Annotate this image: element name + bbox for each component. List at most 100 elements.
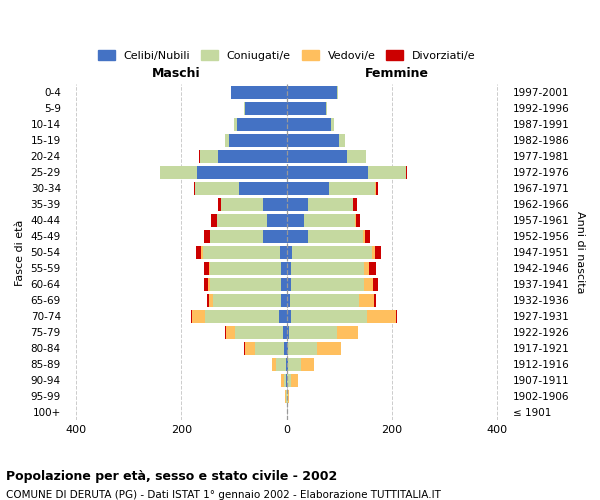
Bar [374, 246, 381, 258]
Bar [289, 342, 317, 354]
Bar [263, 230, 287, 242]
Text: COMUNE DI DERUTA (PG) - Dati ISTAT 1° gennaio 2002 - Elaborazione TUTTITALIA.IT: COMUNE DI DERUTA (PG) - Dati ISTAT 1° ge… [6, 490, 441, 500]
Bar [284, 342, 287, 354]
Bar [373, 278, 379, 290]
Bar [329, 182, 375, 195]
Bar [347, 150, 366, 163]
Bar [372, 246, 374, 258]
Bar [287, 326, 289, 338]
Bar [221, 198, 263, 211]
Bar [287, 86, 337, 99]
Bar [367, 310, 396, 322]
Bar [370, 262, 376, 274]
Bar [218, 198, 221, 211]
Bar [245, 342, 255, 354]
Bar [287, 342, 289, 354]
Bar [211, 278, 281, 290]
Bar [197, 166, 287, 179]
Bar [353, 198, 357, 211]
Bar [213, 294, 281, 306]
Bar [376, 182, 379, 195]
Bar [287, 358, 288, 370]
Bar [217, 214, 267, 226]
Bar [287, 118, 331, 131]
Bar [337, 86, 338, 99]
Bar [292, 246, 372, 258]
Bar [317, 342, 341, 354]
Bar [276, 358, 286, 370]
Bar [287, 198, 308, 211]
Y-axis label: Fasce di età: Fasce di età [15, 219, 25, 286]
Bar [226, 326, 235, 338]
Bar [229, 134, 287, 147]
Bar [237, 118, 287, 131]
Bar [211, 262, 281, 274]
Bar [287, 230, 308, 242]
Bar [289, 326, 337, 338]
Bar [209, 294, 213, 306]
Bar [290, 294, 359, 306]
Bar [287, 182, 329, 195]
Bar [365, 230, 370, 242]
Bar [355, 214, 356, 226]
Bar [292, 262, 364, 274]
Bar [364, 262, 370, 274]
Bar [267, 214, 287, 226]
Bar [287, 294, 290, 306]
Bar [224, 134, 229, 147]
Bar [287, 102, 326, 115]
Bar [292, 374, 298, 386]
Bar [234, 118, 237, 131]
Bar [194, 182, 239, 195]
Bar [284, 374, 286, 386]
Bar [291, 278, 364, 290]
Bar [280, 246, 287, 258]
Bar [203, 246, 280, 258]
Bar [340, 134, 344, 147]
Bar [245, 102, 287, 115]
Bar [308, 230, 363, 242]
Bar [287, 246, 292, 258]
Legend: Celibi/Nubili, Coniugati/e, Vedovi/e, Divorziati/e: Celibi/Nubili, Coniugati/e, Vedovi/e, Di… [95, 46, 479, 64]
Bar [363, 230, 365, 242]
Bar [200, 150, 218, 163]
Bar [202, 246, 203, 258]
Bar [287, 134, 340, 147]
Bar [209, 262, 211, 274]
Bar [368, 166, 406, 179]
Bar [208, 278, 211, 290]
Y-axis label: Anni di nascita: Anni di nascita [575, 211, 585, 294]
Bar [281, 262, 287, 274]
Bar [218, 150, 287, 163]
Bar [301, 358, 314, 370]
Bar [287, 166, 368, 179]
Bar [272, 358, 276, 370]
Bar [356, 214, 361, 226]
Bar [283, 326, 287, 338]
Bar [287, 150, 347, 163]
Bar [288, 358, 301, 370]
Bar [192, 310, 205, 322]
Bar [396, 310, 397, 322]
Bar [304, 214, 355, 226]
Bar [239, 182, 287, 195]
Bar [255, 342, 284, 354]
Bar [331, 118, 334, 131]
Bar [359, 294, 374, 306]
Bar [287, 278, 291, 290]
Bar [211, 230, 263, 242]
Bar [204, 230, 211, 242]
Bar [406, 166, 407, 179]
Bar [337, 326, 358, 338]
Bar [196, 246, 202, 258]
Bar [286, 390, 287, 402]
Bar [287, 310, 291, 322]
Bar [160, 166, 197, 179]
Bar [263, 198, 287, 211]
Bar [204, 262, 209, 274]
Text: Maschi: Maschi [152, 66, 200, 80]
Bar [205, 310, 279, 322]
Bar [211, 214, 217, 226]
Bar [281, 374, 284, 386]
Bar [287, 374, 292, 386]
